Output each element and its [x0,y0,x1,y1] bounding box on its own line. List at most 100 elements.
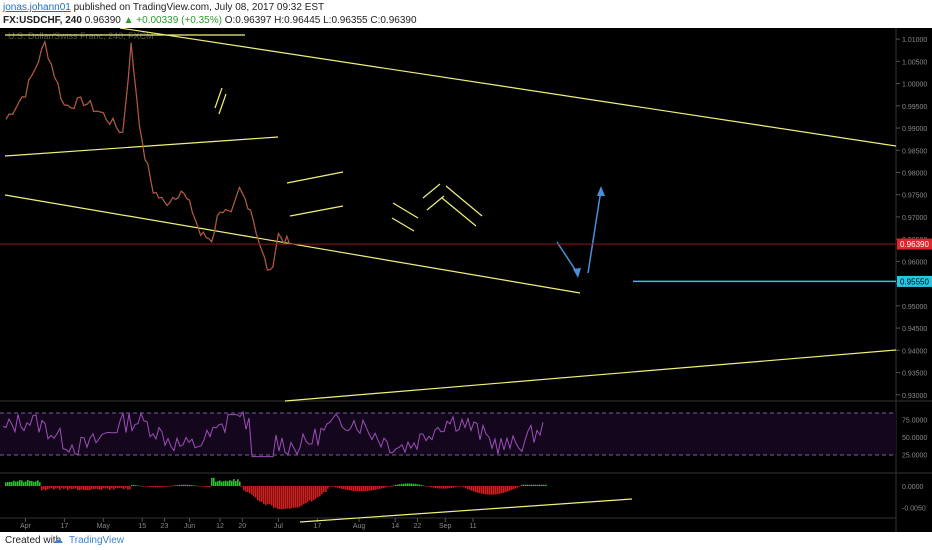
histogram-bar [471,486,473,491]
y-tick-label: 0.96000 [902,259,927,266]
histogram-bar [123,486,125,490]
histogram-bar [441,486,443,489]
y-tick-label: 0.94000 [902,348,927,355]
histogram-bar [131,484,133,487]
histogram-bar [235,481,237,487]
y-tick-label: 0.95000 [902,304,927,311]
histogram-bar [355,486,357,492]
oscillator-band [0,413,896,455]
trendlines [4,28,897,402]
oscillator-axis: 75.0000 50.0000 25.0000 [902,418,927,460]
histogram-bar [429,486,431,487]
histogram-bar [243,486,245,491]
histogram-bar [317,486,319,498]
tradingview-cloud-icon: ☁ [53,535,63,546]
histogram-bar [519,486,521,487]
histogram-bar [303,486,305,504]
histogram-bar [177,485,179,487]
osc-tick-label: 50.0000 [902,435,927,442]
histogram-bar [77,486,79,490]
histogram-bar [539,484,541,487]
x-tick-label: 20 [238,523,246,530]
oscillator-line [2,410,544,458]
histogram-bar [305,486,307,504]
histogram-bar [495,486,497,495]
histogram-bar [491,486,493,495]
histogram-bar [21,480,23,487]
osc-tick-label: 25.0000 [902,453,927,460]
flag-1-bottom [289,205,344,217]
histogram-bar [15,481,17,487]
chart-area[interactable]: U.S. Dollar/Swiss Franc, 240, FXCM 1.010… [0,28,932,532]
up-arrow-head [597,186,605,196]
histogram-bar [255,486,257,498]
histogram-bar [515,486,517,489]
histogram-trendline [299,498,633,523]
histogram-bar [285,486,287,509]
histogram-bar [361,486,363,492]
flag-3-top [422,183,441,199]
hist-tick-label: -0.0050 [902,506,926,513]
histogram-bar [363,486,365,492]
histogram-bar [213,477,215,487]
histogram-bar [337,486,339,488]
price-axis[interactable]: 1.01000 1.00500 1.00000 0.99500 0.99000 0.985… [896,37,927,400]
histogram-bar [261,486,263,502]
histogram-bar [325,486,327,492]
histogram-bar [257,486,259,501]
price-change: ▲ +0.00339 (+0.35%) [123,15,222,26]
histogram-bar [87,486,89,491]
histogram-bar [45,486,47,491]
histogram-bar [249,486,251,494]
histogram-bar [323,486,325,493]
histogram-bar [299,486,301,507]
histogram-bar [419,484,421,487]
histogram-bar [153,486,155,488]
histogram-bar [287,486,289,509]
flag-4-top [445,185,483,217]
histogram-bar [439,486,441,489]
histogram-bar [51,486,53,489]
histogram-bar [245,486,247,492]
down-arrow [556,241,579,275]
histogram-bar [463,486,465,488]
histogram-bar [223,481,225,487]
histogram-bar [289,486,291,510]
last-price-tag: 0.96390 [897,238,932,250]
histogram-bar [455,486,457,488]
mini-flag-a [214,87,223,109]
histogram-bar [27,480,29,487]
histogram-axis: 0.0000 -0.0050 [902,484,926,513]
histogram-bar [71,486,73,489]
histogram-bar [449,486,451,489]
histogram-bar [481,486,483,494]
author-link[interactable]: jonas.johann01 [3,2,71,13]
histogram-bar [69,486,71,489]
histogram-bar [453,486,455,488]
histogram-bar [201,486,203,487]
histogram-bar [315,486,317,499]
histogram-bar [379,486,381,489]
histogram-bar [215,481,217,487]
histogram-bar [499,486,501,494]
histogram-bar [79,486,81,491]
histogram-bar [33,481,35,487]
histogram-bar [489,486,491,495]
tradingview-brand[interactable]: TradingView [69,535,125,546]
time-axis[interactable]: Apr 17 May 15 23 Jun 12 20 Jul 17 Aug 14 22 Sep 11 [20,518,477,530]
histogram-bar [357,486,359,492]
histogram-bar [219,480,221,487]
histogram-bar [129,486,131,490]
y-tick-label: 0.97500 [902,193,927,200]
y-tick-label: 0.94500 [902,326,927,333]
histogram-bar [483,486,485,495]
histogram-bar [61,486,63,488]
histogram-bar [443,486,445,489]
histogram-bar [253,486,255,497]
histogram-bar [117,486,119,489]
histogram-bar [487,486,489,495]
histogram-bar [343,486,345,490]
histogram-bar [493,486,495,495]
histogram-bar [427,486,429,487]
y-tick-label: 0.98500 [902,148,927,155]
